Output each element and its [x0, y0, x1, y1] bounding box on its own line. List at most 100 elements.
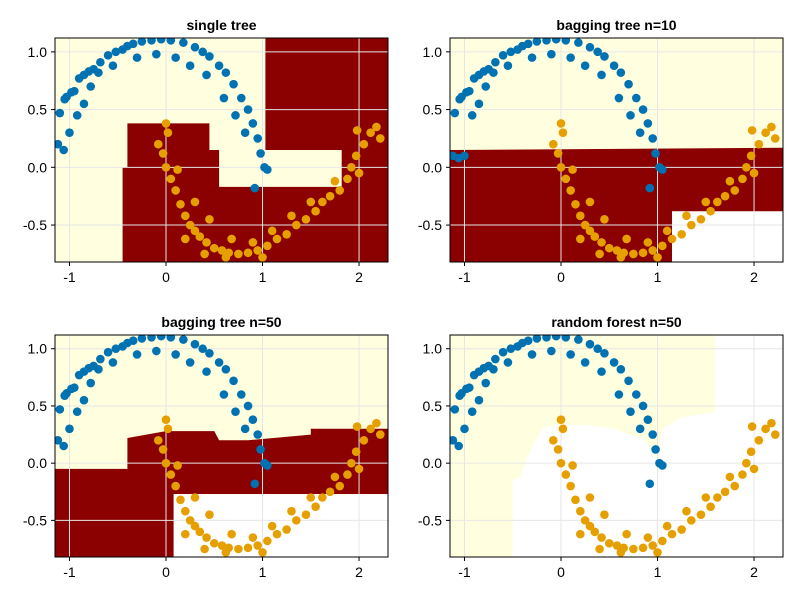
data-point-class-a [467, 111, 477, 120]
data-point-class-a [231, 407, 240, 416]
data-point-class-a [243, 105, 253, 114]
data-point-class-a [523, 336, 533, 346]
data-point-class-b [682, 211, 691, 221]
data-point-class-a [624, 376, 633, 386]
data-point-class-b [171, 186, 180, 195]
data-point-class-b [311, 206, 320, 216]
data-point-class-a [132, 350, 142, 359]
data-point-class-a [614, 93, 624, 103]
data-point-class-a [450, 108, 460, 118]
plot-frame [449, 37, 784, 263]
data-point-class-a [645, 479, 655, 489]
data-point-class-a [190, 339, 200, 349]
chart-title: random forest n=50 [551, 314, 682, 330]
data-point-class-a [231, 111, 240, 120]
y-tick-label: 0.0 [28, 455, 48, 471]
data-point-class-b [706, 502, 715, 511]
data-point-class-b [561, 174, 571, 184]
data-point-class-b [287, 211, 296, 221]
data-point-class-b [301, 214, 311, 224]
data-point-class-a [185, 358, 195, 367]
data-point-class-b [556, 415, 566, 424]
data-point-class-a [156, 335, 166, 341]
x-tick-label: 2 [355, 269, 363, 285]
data-point-class-a [616, 68, 626, 77]
data-point-class-b [597, 533, 606, 542]
data-point-class-b [590, 527, 600, 537]
data-point-class-a [128, 39, 138, 49]
data-point-class-b [173, 461, 182, 470]
data-point-class-b [585, 521, 595, 531]
data-point-class-b [622, 234, 631, 244]
data-point-class-b [181, 234, 190, 244]
data-point-class-b [566, 481, 575, 491]
y-tick-label: 0.0 [423, 159, 443, 175]
data-point-class-a [585, 42, 595, 52]
data-point-class-b [558, 128, 568, 137]
data-point-class-a [489, 365, 498, 374]
data-point-class-a [236, 93, 246, 103]
data-point-class-b [749, 168, 759, 178]
data-point-class-b [558, 424, 568, 434]
data-point-class-b [576, 529, 585, 539]
data-point-class-b [658, 536, 667, 546]
data-point-class-b [616, 548, 626, 557]
data-point-class-b [571, 199, 580, 209]
data-point-class-b [375, 430, 385, 439]
data-point-class-a [626, 111, 635, 120]
data-point-class-b [643, 533, 653, 542]
data-point-class-b [767, 418, 776, 428]
x-tick-label: 1 [654, 269, 662, 285]
data-point-class-b [161, 119, 171, 128]
data-point-class-b [754, 435, 764, 445]
data-point-class-a [643, 119, 653, 128]
data-point-class-a [86, 82, 96, 91]
data-point-class-b [556, 458, 566, 468]
data-point-class-b [658, 241, 667, 251]
data-point-class-b [351, 447, 361, 457]
data-point-class-b [190, 521, 200, 531]
data-point-class-a [179, 335, 188, 344]
data-point-class-b [662, 226, 672, 236]
data-point-class-b [662, 521, 672, 531]
data-point-class-a [79, 99, 89, 109]
x-tick-label: 0 [557, 564, 565, 580]
data-point-class-b [597, 238, 606, 247]
data-point-class-b [185, 516, 195, 525]
data-point-class-b [720, 487, 730, 497]
data-point-class-b [217, 541, 227, 550]
data-point-class-b [595, 544, 604, 554]
data-point-class-b [359, 139, 369, 149]
data-point-class-a [240, 424, 250, 434]
data-point-class-b [585, 493, 595, 502]
data-point-class-b [701, 197, 711, 207]
data-point-class-a [147, 335, 156, 342]
data-point-class-b [770, 134, 780, 143]
data-point-class-b [153, 435, 163, 445]
data-point-class-a [638, 401, 648, 411]
data-point-class-a [55, 435, 63, 445]
data-point-class-b [667, 234, 677, 244]
x-tick-label: 2 [355, 564, 363, 580]
data-point-class-a [609, 358, 619, 367]
data-point-class-b [375, 134, 385, 143]
data-point-class-a [103, 51, 113, 60]
data-point-class-b [163, 424, 173, 434]
data-point-class-a [221, 365, 231, 374]
data-point-class-b [359, 435, 369, 445]
data-point-class-b [667, 529, 677, 539]
data-point-class-b [181, 506, 190, 516]
data-point-class-b [287, 506, 296, 516]
data-point-class-a [651, 445, 660, 454]
data-point-class-a [205, 349, 214, 358]
data-point-class-b [742, 458, 751, 468]
data-point-class-b [176, 199, 185, 209]
x-tick-label: -1 [63, 269, 76, 285]
data-point-class-b [166, 174, 176, 184]
x-tick-label: 2 [750, 269, 758, 285]
data-point-class-a [645, 183, 655, 193]
data-point-class-a [198, 344, 207, 354]
x-tick-label: 1 [259, 269, 267, 285]
data-point-class-b [263, 241, 272, 251]
data-point-class-b [742, 163, 751, 172]
